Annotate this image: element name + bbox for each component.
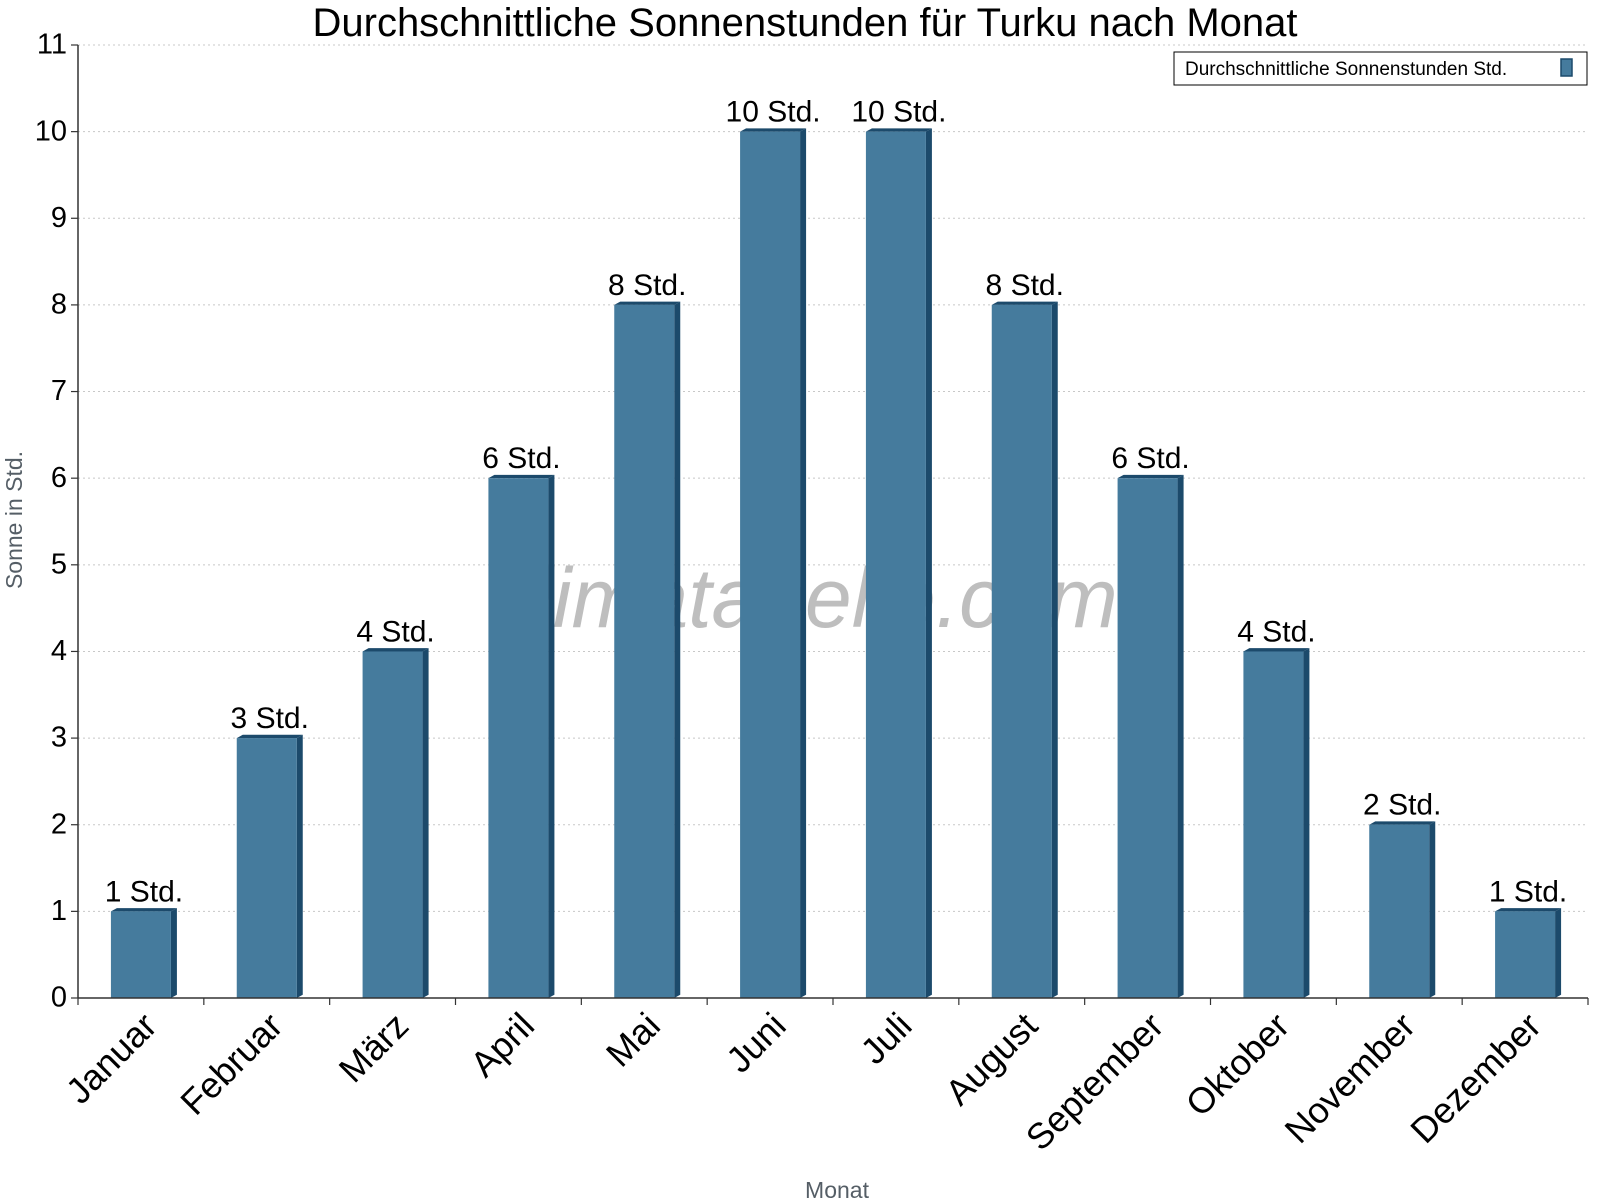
chart-title: Durchschnittliche Sonnenstunden für Turk… [312, 1, 1297, 45]
axes [71, 44, 1589, 1005]
x-tick-label: Mai [598, 1005, 668, 1075]
y-tick-label: 8 [51, 289, 67, 321]
bar-side [925, 128, 932, 998]
x-tick-label: Oktober [1178, 1005, 1298, 1125]
bar-top [236, 734, 303, 739]
bar-front [1369, 824, 1430, 998]
bar-August [991, 301, 1058, 999]
bar-side [1051, 301, 1058, 998]
x-axis-title: Monat [805, 1177, 870, 1200]
x-tick-label: Juli [852, 1005, 919, 1072]
bar-front [110, 911, 171, 998]
bar-front [991, 304, 1052, 999]
bars [110, 128, 1562, 999]
bar-front [1243, 651, 1304, 998]
data-label: 2 Std. [1363, 789, 1441, 822]
bar-side [296, 734, 303, 998]
bar-top [740, 128, 807, 132]
bar-side [1429, 821, 1436, 998]
bar-top [1369, 821, 1436, 825]
bar-Juni [740, 128, 807, 999]
bar-side [170, 908, 177, 998]
bar-top [991, 301, 1058, 305]
bar-top [110, 908, 177, 912]
bar-front [614, 304, 675, 999]
data-label: 6 Std. [482, 442, 560, 475]
x-tick-label: August [937, 1005, 1045, 1113]
y-tick-label: 5 [51, 548, 67, 580]
data-label: 6 Std. [1111, 442, 1189, 475]
bar-Januar [110, 908, 177, 998]
x-tick-label: Januar [58, 1005, 165, 1112]
y-tick-label: 6 [51, 462, 67, 494]
x-tick-label: April [462, 1005, 542, 1085]
bar-top [362, 648, 429, 652]
bar-side [1303, 648, 1310, 998]
bar-Oktober [1243, 648, 1310, 998]
bar-Februar [236, 734, 303, 998]
y-tick-label: 0 [51, 982, 67, 1014]
bar-front [740, 131, 801, 999]
bar-top [1117, 474, 1184, 479]
bar-top [614, 301, 681, 305]
x-tick-label: Dezember [1402, 1005, 1548, 1151]
x-tick-label: September [1018, 1005, 1172, 1159]
bar-April [488, 474, 555, 998]
data-label: 8 Std. [986, 269, 1064, 302]
y-tick-labels: 0 1 2 3 4 5 6 7 8 9 10 11 [35, 29, 67, 1014]
bar-front [865, 131, 926, 999]
y-tick-label: 4 [51, 635, 67, 667]
x-tick-label: Juni [718, 1005, 794, 1081]
data-label: 4 Std. [1237, 615, 1315, 648]
data-label: 10 Std. [851, 96, 946, 129]
bar-Juli [865, 128, 932, 999]
bar-side [674, 301, 681, 998]
bar-front [362, 651, 423, 998]
data-label: 1 Std. [1489, 875, 1567, 908]
legend: Durchschnittliche Sonnenstunden Std. [1173, 51, 1588, 86]
bar-front [236, 738, 297, 998]
bar-side [548, 474, 555, 998]
bar-top [865, 128, 932, 132]
x-tick-label: November [1276, 1005, 1422, 1151]
y-tick-label: 10 [35, 115, 67, 147]
legend-series-label: Durchschnittliche Sonnenstunden Std. [1185, 59, 1507, 80]
bar-side [422, 648, 429, 998]
data-label: 3 Std. [231, 702, 309, 735]
bar-front [488, 478, 549, 998]
data-label: 10 Std. [726, 96, 821, 129]
y-tick-label: 3 [51, 722, 67, 754]
y-tick-label: 2 [51, 808, 67, 840]
data-label: 1 Std. [105, 875, 183, 908]
bar-März [362, 648, 429, 998]
y-tick-label: 11 [37, 29, 67, 61]
bar-top [1243, 648, 1310, 652]
y-axis-title: Sonne in Std. [1, 451, 27, 589]
data-label: 8 Std. [608, 269, 686, 302]
y-tick-label: 9 [51, 202, 67, 234]
bar-front [1495, 911, 1556, 998]
bar-Dezember [1495, 908, 1562, 998]
bar-side [1177, 474, 1184, 998]
data-label: 4 Std. [356, 615, 434, 648]
data-labels: 1 Std. 3 Std. 4 Std. 6 Std. 8 Std. 10 Std. 10 … [105, 96, 1568, 909]
bar-front [1117, 478, 1178, 998]
x-tick-label: März [331, 1005, 417, 1091]
bar-top [1495, 908, 1562, 912]
legend-swatch [1560, 58, 1573, 77]
bar-Mai [614, 301, 681, 999]
bar-side [1555, 908, 1562, 998]
grid-lines [78, 44, 1588, 912]
legend-box [1173, 51, 1588, 86]
x-tick-labels: Januar Februar März April Mai Juni Juli AugustS… [58, 1005, 1549, 1159]
y-tick-label: 1 [51, 895, 67, 927]
bar-September [1117, 474, 1184, 998]
x-tick-label: Februar [172, 1005, 290, 1123]
bar-top [488, 474, 555, 479]
y-tick-label: 7 [51, 375, 67, 407]
bar-November [1369, 821, 1436, 998]
bar-side [800, 128, 807, 998]
